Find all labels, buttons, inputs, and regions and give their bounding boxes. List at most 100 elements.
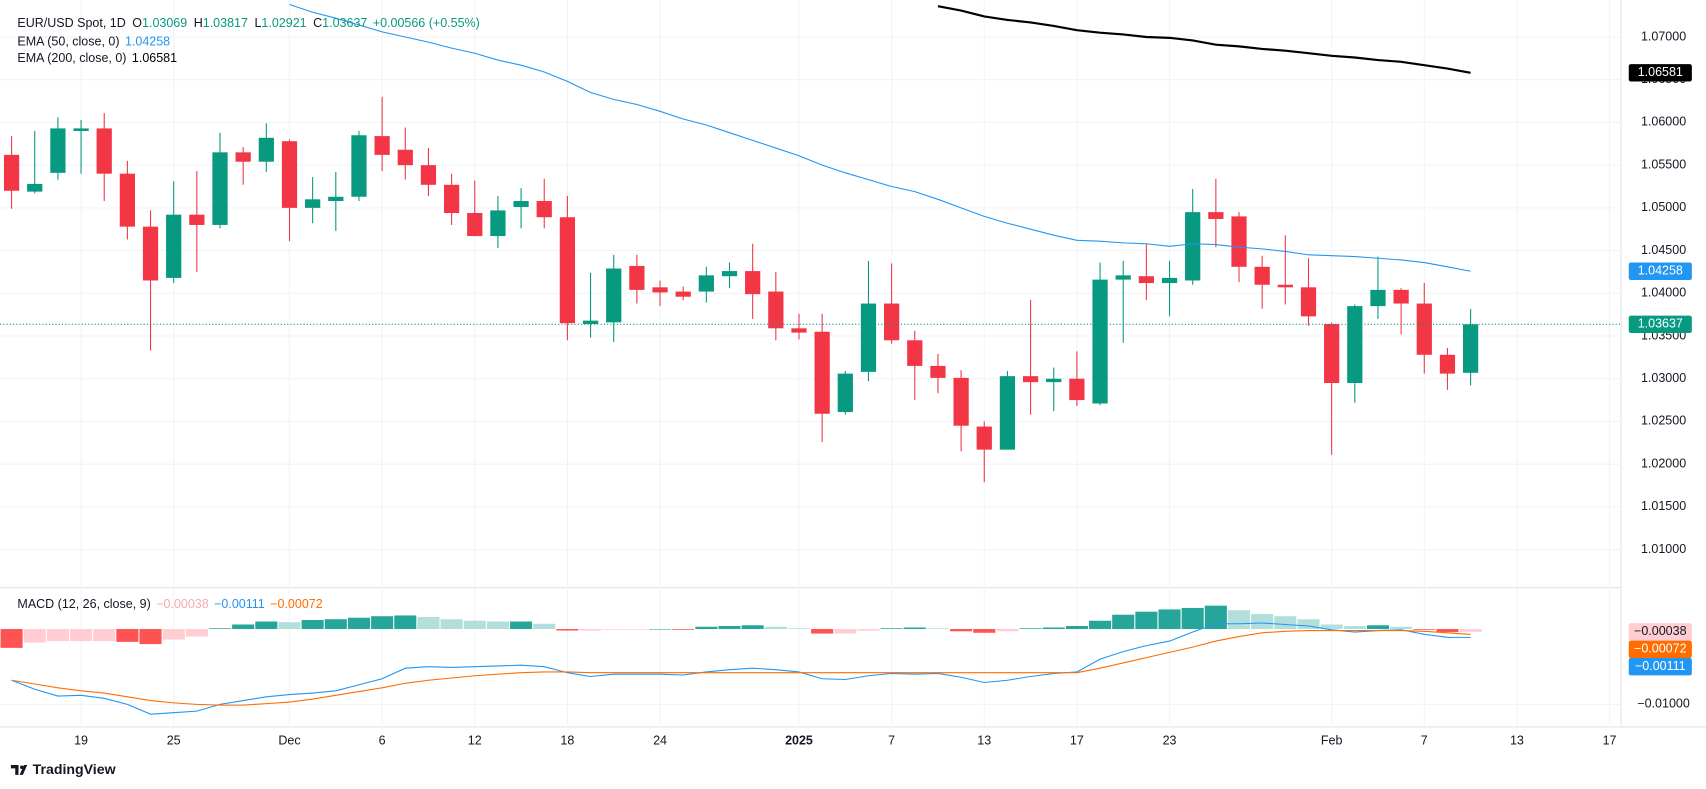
histogram-bar: [255, 621, 278, 630]
candle-body: [976, 426, 992, 450]
candle-body: [397, 149, 413, 166]
candle-body: [1046, 378, 1062, 383]
legend-line: MACD (12, 26, close, 9) −0.00038 −0.00111−…: [17, 597, 322, 611]
candle-body: [189, 214, 205, 225]
histogram-bar: [811, 629, 834, 634]
legend-text: 1.04258: [125, 35, 170, 49]
y-tick-label: 1.01500: [1641, 499, 1686, 513]
histogram-bar: [93, 629, 116, 642]
histogram-bar: [1413, 629, 1436, 630]
histogram-bar: [371, 616, 394, 630]
histogram-bar: [834, 629, 857, 634]
x-tick-label: 25: [167, 733, 181, 747]
candle-body: [721, 271, 738, 277]
x-tick-label: 12: [468, 733, 482, 747]
histogram-bar: [1227, 610, 1251, 630]
histogram-bar: [185, 629, 208, 637]
histogram-bar: [1042, 627, 1065, 630]
histogram-bar: [1274, 616, 1297, 630]
candle-body: [1022, 376, 1039, 383]
candle-body: [884, 303, 900, 341]
candle-body: [768, 291, 784, 329]
histogram-bar: [139, 629, 162, 645]
price-badge-label: 1.06581: [1638, 65, 1683, 79]
histogram-bar: [857, 629, 880, 631]
x-tick-label: 19: [74, 733, 88, 747]
x-tick-label: 6: [379, 733, 386, 747]
candle-body: [1092, 279, 1108, 404]
histogram-bar: [648, 629, 672, 630]
candle-body: [513, 201, 529, 208]
candle-body: [745, 271, 761, 295]
candle-body: [3, 154, 20, 191]
histogram-bar: [672, 629, 695, 630]
x-tick-label: Dec: [278, 733, 300, 747]
candle-body: [420, 165, 437, 185]
histogram-bar: [1459, 629, 1482, 632]
y-tick-label: 1.05500: [1641, 157, 1686, 171]
y-tick-label: 1.02000: [1641, 456, 1686, 470]
candle-body: [1370, 289, 1386, 307]
legend-line: EMA (200, close, 0) 1.06581: [17, 51, 177, 65]
price-badge: [1628, 640, 1692, 659]
candle-body: [1439, 354, 1456, 374]
candle-body: [351, 135, 367, 197]
price-badge-label: −0.00072: [1634, 642, 1687, 656]
x-tick-label: 18: [560, 733, 574, 747]
histogram-bar: [1251, 613, 1274, 630]
histogram-bar: [486, 621, 509, 630]
candle-body: [1277, 284, 1293, 288]
price-badge: [1628, 262, 1692, 280]
histogram-bar: [1019, 628, 1042, 630]
candle-body: [166, 214, 182, 278]
histogram-bar: [1297, 619, 1320, 630]
histogram-bar: [1343, 626, 1366, 630]
candle-body: [698, 275, 714, 292]
indicator-line: [937, 5, 1471, 74]
candle-body: [281, 141, 298, 208]
y-tick-label: 1.02500: [1641, 414, 1686, 428]
candle-body: [606, 268, 622, 323]
histogram-bar: [394, 615, 417, 630]
candle-body: [1393, 289, 1409, 304]
legend-text: EUR/USD Spot, 1D: [17, 16, 125, 30]
y-tick-label: −0.01000: [1637, 697, 1690, 711]
histogram-bar: [950, 629, 973, 632]
candle-body: [675, 291, 691, 297]
y-tick-label: 1.06000: [1641, 115, 1686, 129]
candle-body: [1208, 212, 1224, 219]
histogram-bar: [1065, 626, 1088, 630]
logo-dot: [20, 765, 24, 769]
legend-text: L: [254, 16, 261, 30]
candle-body: [374, 136, 390, 155]
histogram-bar: [347, 617, 371, 630]
candle-body: [73, 128, 89, 131]
histogram-bar: [162, 629, 185, 640]
x-tick-label: 13: [1510, 733, 1524, 747]
price-badge: [1628, 315, 1692, 334]
candle-body: [629, 265, 645, 290]
legend-line: EUR/USD Spot, 1D O1.03069 H1.03817 L1.02921…: [17, 16, 479, 30]
price-badge-label: 1.04258: [1638, 264, 1683, 278]
histogram-bar: [116, 629, 139, 642]
price-badge-label: 1.03637: [1638, 317, 1683, 331]
legend-text: H: [194, 16, 203, 30]
legend-text: 1.03069: [142, 16, 187, 30]
histogram-bar: [1366, 625, 1390, 630]
histogram-bar: [926, 628, 949, 630]
candle-body: [1324, 324, 1340, 383]
histogram-bar: [417, 616, 440, 630]
candle-body: [791, 328, 807, 333]
x-tick-label: 2025: [785, 733, 813, 747]
histogram-bar: [695, 626, 718, 630]
legend-text: +0.00566 (+0.55%): [373, 16, 480, 30]
x-tick-label: 7: [888, 733, 895, 747]
candle-body: [27, 183, 43, 192]
candle-body: [212, 152, 228, 225]
candle-body: [1347, 306, 1363, 383]
histogram-bar: [1181, 607, 1204, 630]
price-badge: [1628, 64, 1692, 82]
